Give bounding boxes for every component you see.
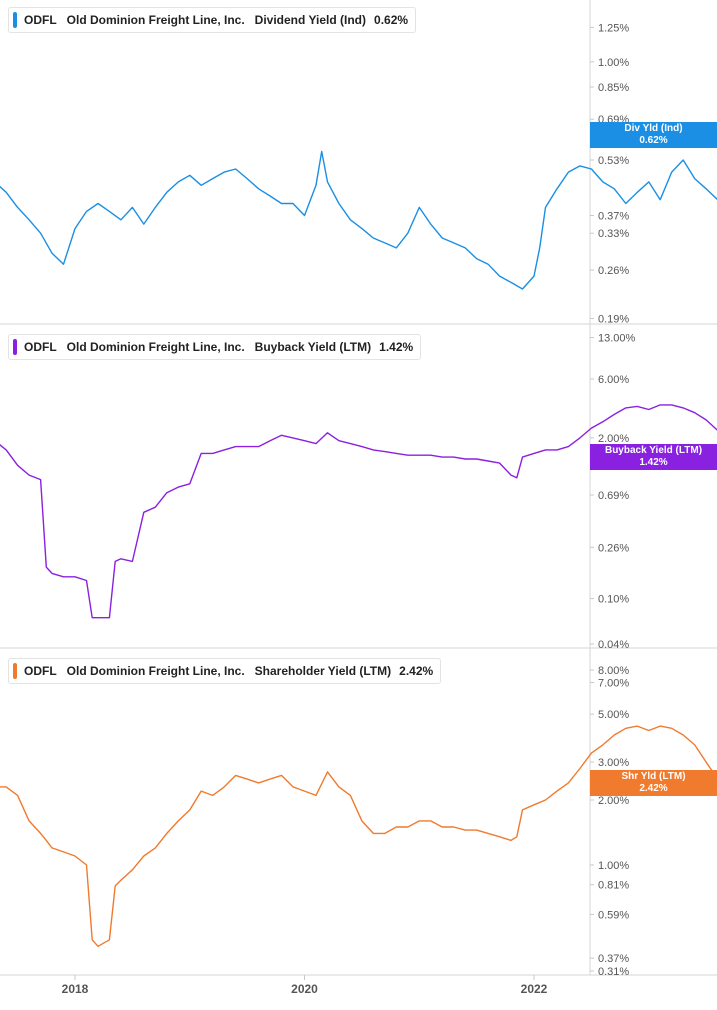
legend-panel-2: ODFL Old Dominion Freight Line, Inc. Buy…	[8, 334, 422, 360]
legend-metric: Buyback Yield (LTM)	[254, 340, 372, 354]
y-tick-label: 0.31%	[598, 966, 629, 978]
y-tick-label: 2.00%	[598, 433, 629, 445]
y-tick-label: 0.26%	[598, 265, 629, 277]
legend-company: Old Dominion Freight Line, Inc.	[66, 664, 245, 678]
legend-ticker: ODFL	[24, 664, 57, 678]
y-tick-label: 6.00%	[598, 374, 629, 386]
y-tick-label: 0.10%	[598, 594, 629, 606]
series-line	[0, 725, 717, 947]
tag-label: Shr Yld (LTM)	[621, 771, 686, 782]
y-tick-label: 1.00%	[598, 57, 629, 69]
legend-panel-3: ODFL Old Dominion Freight Line, Inc. Sha…	[8, 658, 442, 684]
y-tick-label: 0.69%	[598, 490, 629, 502]
x-tick-label: 2020	[291, 982, 318, 996]
legend-company: Old Dominion Freight Line, Inc.	[66, 340, 245, 354]
x-tick-label: 2018	[62, 982, 89, 996]
y-tick-label: 0.53%	[598, 155, 629, 167]
y-tick-label: 0.85%	[598, 82, 629, 94]
y-tick-label: 0.37%	[598, 211, 629, 223]
y-tick-label: 0.19%	[598, 314, 629, 326]
y-tick-label: 0.26%	[598, 542, 629, 554]
y-tick-label: 0.04%	[598, 639, 629, 651]
y-tick-label: 0.37%	[598, 953, 629, 965]
current-value-tag-3: Shr Yld (LTM) 2.42%	[590, 770, 717, 796]
y-tick-label: 5.00%	[598, 709, 629, 721]
legend-panel-1: ODFL Old Dominion Freight Line, Inc. Div…	[8, 7, 417, 33]
y-tick-label: 2.00%	[598, 795, 629, 807]
tag-label: Div Yld (Ind)	[624, 123, 683, 134]
y-tick-label: 1.00%	[598, 860, 629, 872]
current-value-tag-2: Buyback Yield (LTM) 1.42%	[590, 444, 717, 470]
legend-ticker: ODFL	[24, 340, 57, 354]
y-tick-label: 3.00%	[598, 757, 629, 769]
y-tick-label: 8.00%	[598, 665, 629, 677]
y-tick-label: 13.00%	[598, 333, 636, 345]
legend-current-value: 0.62%	[374, 13, 409, 27]
y-tick-label: 0.59%	[598, 909, 629, 921]
x-tick-label: 2022	[521, 982, 548, 996]
y-tick-label: 1.25%	[598, 22, 629, 34]
y-tick-label: 7.00%	[598, 678, 629, 690]
series-swatch	[13, 663, 17, 679]
tag-value: 0.62%	[639, 135, 668, 146]
series-line	[0, 404, 717, 619]
legend-metric: Dividend Yield (Ind)	[254, 13, 367, 27]
current-value-tag-1: Div Yld (Ind) 0.62%	[590, 122, 717, 148]
tag-value: 1.42%	[639, 457, 668, 468]
legend-metric: Shareholder Yield (LTM)	[254, 664, 392, 678]
y-tick-label: 0.81%	[598, 880, 629, 892]
tag-label: Buyback Yield (LTM)	[604, 445, 703, 456]
series-swatch	[13, 12, 17, 28]
series-line	[0, 150, 717, 290]
legend-current-value: 1.42%	[379, 340, 414, 354]
legend-ticker: ODFL	[24, 13, 57, 27]
y-tick-label: 0.33%	[598, 228, 629, 240]
tag-value: 2.42%	[639, 783, 668, 794]
legend-current-value: 2.42%	[399, 664, 434, 678]
legend-company: Old Dominion Freight Line, Inc.	[66, 13, 245, 27]
series-swatch	[13, 339, 17, 355]
